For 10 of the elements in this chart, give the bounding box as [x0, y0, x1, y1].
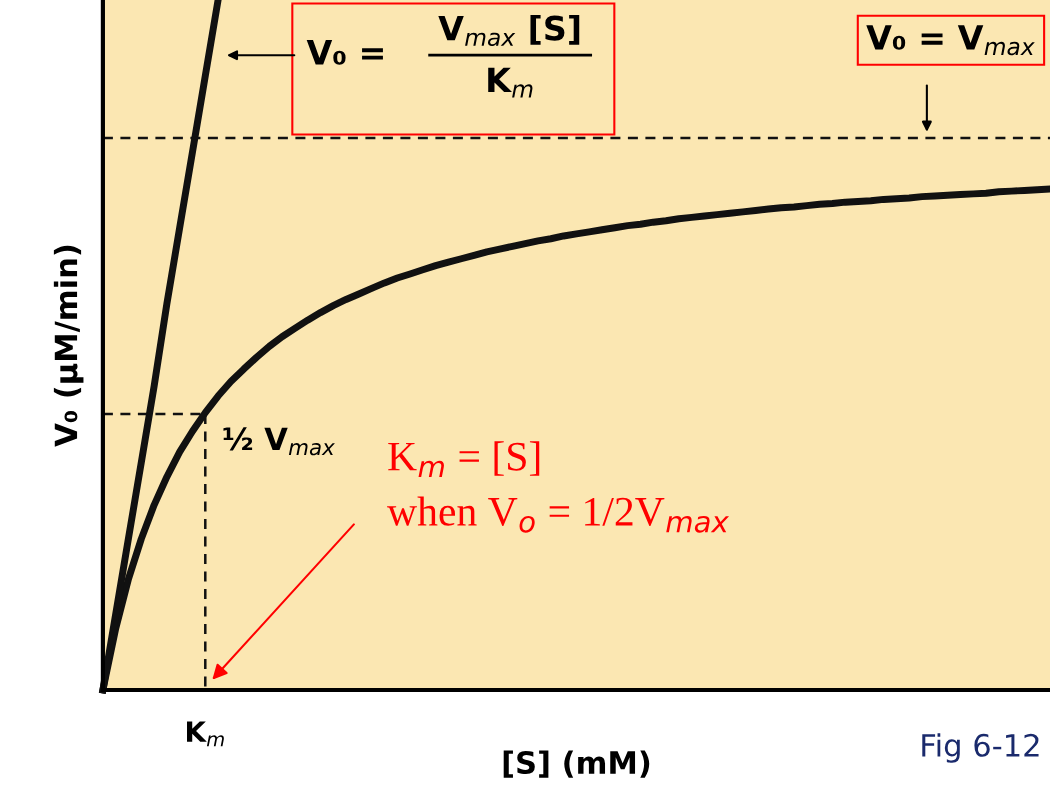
annotation: V$_{max}$ [S]: [438, 14, 580, 47]
annotation: V₀ =: [306, 40, 383, 65]
y-axis-title: V₀ (μM/min): [53, 245, 84, 447]
annotation: K$_{m}$ = [S] when V$_{o}$ = 1/2V$_{max}$: [387, 441, 730, 533]
ref-line-label: V₀ = V$_{max}$: [866, 25, 1035, 56]
annotation: ½ V$_{max}$: [223, 427, 335, 456]
x-axis-title: [S] (mM): [503, 750, 650, 778]
caption: Fig 6-12: [922, 733, 1039, 763]
text: K$_{m}$: [187, 721, 224, 747]
annotation: K$_{m}$: [488, 67, 533, 98]
